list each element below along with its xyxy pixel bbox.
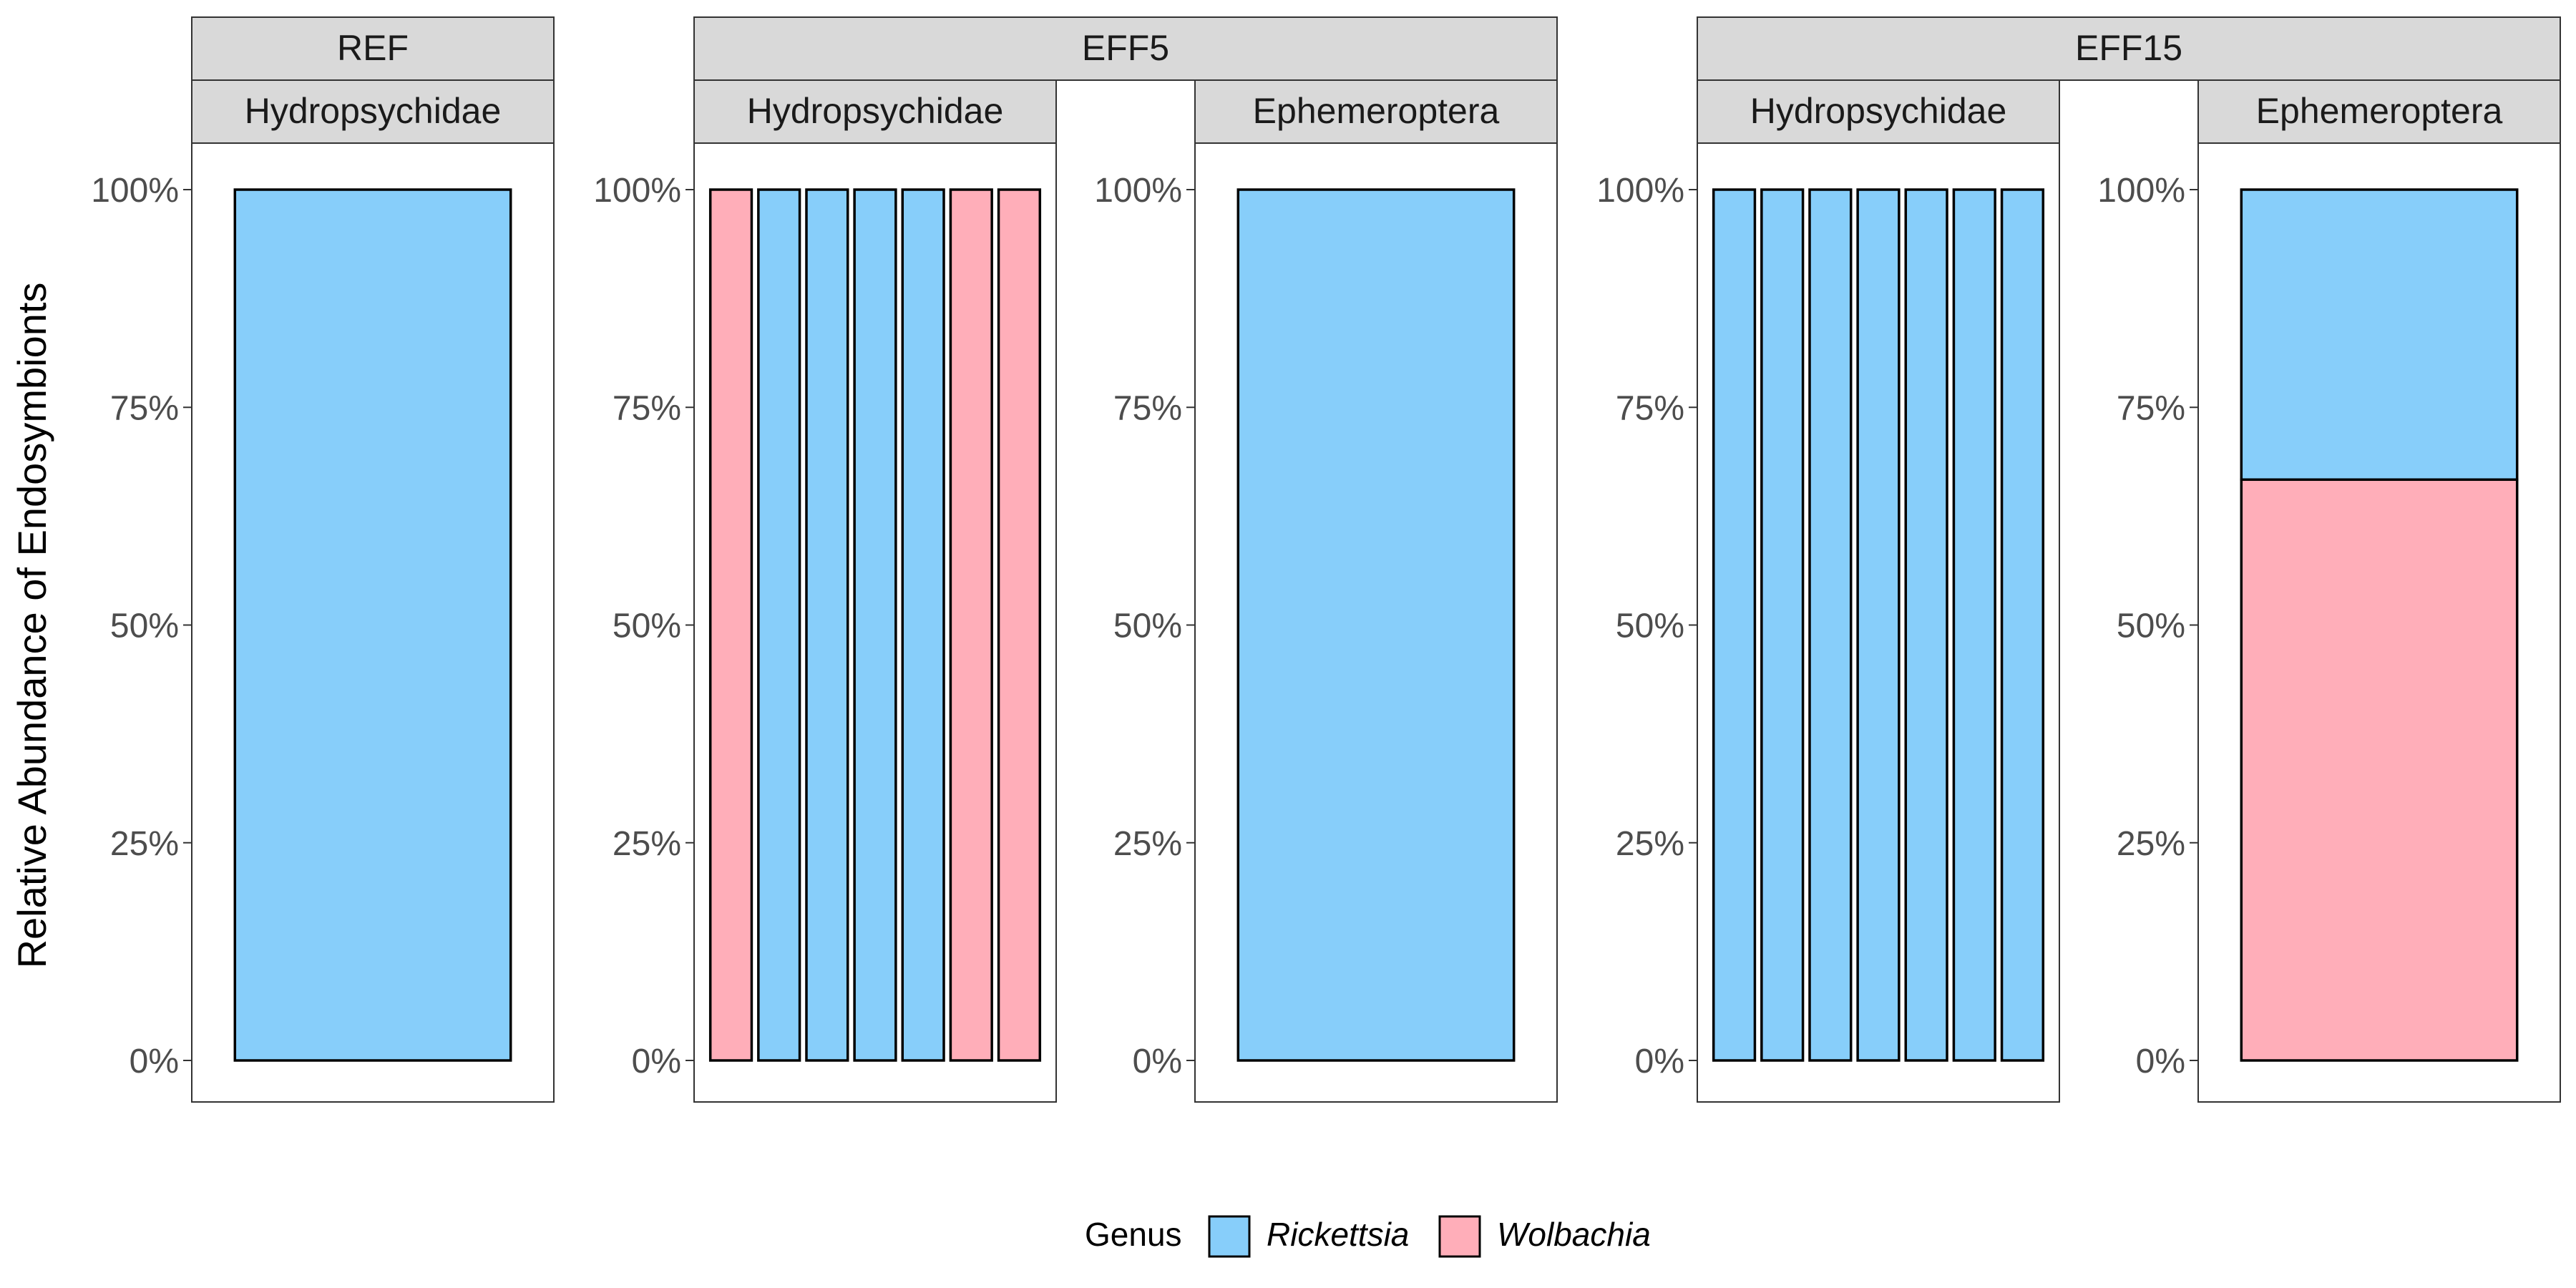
y-tick-label: 25% <box>1113 825 1182 863</box>
panel-strip <box>693 79 1057 144</box>
bar-segment-rickettsia <box>1952 188 1996 1062</box>
y-tick-label: 0% <box>2136 1043 2185 1080</box>
bar-segment-rickettsia <box>805 188 849 1062</box>
bar-segment-rickettsia <box>233 188 512 1062</box>
y-tick-label: 75% <box>613 389 681 427</box>
panel-strip-label: Ephemeroptera <box>1253 91 1500 131</box>
panel-strip-label: Hydropsychidae <box>747 91 1004 131</box>
bar-segment-wolbachia <box>708 188 753 1062</box>
panel-hydropsychidae: Hydropsychidae 0% 25% 50% 75% 100% <box>593 79 1057 1103</box>
group-strip <box>693 16 1558 81</box>
y-tick-label: 25% <box>1616 825 1684 863</box>
panel-strip-label: Ephemeroptera <box>2256 91 2503 131</box>
y-axis-label: Relative Abundance of Endosymbionts <box>9 283 54 969</box>
bar-segment-rickettsia <box>757 188 801 1062</box>
legend: Genus Rickettsia Wolbachia <box>1085 1215 1651 1258</box>
legend-key-rickettsia <box>1208 1215 1251 1258</box>
group-strip-label: EFF5 <box>1082 28 1169 68</box>
y-tick-label: 100% <box>1094 172 1182 210</box>
y-tick-label: 0% <box>632 1043 681 1080</box>
y-tick-label: 0% <box>130 1043 179 1080</box>
y-tick-label: 75% <box>110 389 179 427</box>
facet-group-eff5: EFF5Hydropsychidae0%25%50%75%100%Ephemer… <box>593 16 1558 1103</box>
panel-ephemeroptera: Ephemeroptera 0% 25% 50% 75% 100% <box>2097 79 2561 1103</box>
y-tick-label: 75% <box>1113 389 1182 427</box>
group-strip <box>191 16 555 81</box>
panel-ephemeroptera: Ephemeroptera 0% 25% 50% 75% 100% <box>1094 79 1558 1103</box>
y-tick-label: 25% <box>613 825 681 863</box>
bar-segment-rickettsia <box>2000 188 2045 1062</box>
bar-segment-rickettsia <box>1808 188 1853 1062</box>
bar-segment-rickettsia <box>1760 188 1805 1062</box>
y-tick-label: 100% <box>1596 172 1684 210</box>
panel-strip <box>191 79 555 144</box>
bar-segment-rickettsia <box>1904 188 1948 1062</box>
bar-segment-wolbachia <box>2240 478 2519 1062</box>
y-tick-label: 0% <box>1635 1043 1684 1080</box>
panel-strip-label: Hydropsychidae <box>1750 91 2007 131</box>
group-strip <box>1697 16 2561 81</box>
group-strip-label: EFF15 <box>2075 28 2182 68</box>
y-tick-label: 25% <box>2117 825 2185 863</box>
bar-segment-rickettsia <box>901 188 945 1062</box>
y-tick-label: 100% <box>593 172 681 210</box>
bar-segment-rickettsia <box>853 188 897 1062</box>
y-tick-label: 75% <box>2117 389 2185 427</box>
bar-segment-rickettsia <box>2240 188 2519 482</box>
panels-layer: REF Hydropsychidae 0% 25% 50% 75% 100% EFF5 Hydr… <box>91 16 2561 1103</box>
facet-group-ref: REF Hydropsychidae 0% 25% 50% 75% 100% <box>91 16 555 1103</box>
legend-label-rickettsia: Rickettsia <box>1267 1216 1409 1253</box>
panel-hydropsychidae: Hydropsychidae 0% 25% 50% 75% 100% <box>1596 79 2060 1103</box>
bar-segment-rickettsia <box>1712 188 1757 1062</box>
panel-strip <box>1697 79 2060 144</box>
y-tick-label: 75% <box>1616 389 1684 427</box>
legend-entries: Rickettsia Wolbachia <box>1208 1215 1651 1258</box>
legend-key-wolbachia <box>1438 1215 1481 1258</box>
panel-strip <box>1194 79 1558 144</box>
y-tick-label: 50% <box>1616 608 1684 645</box>
bar-segment-wolbachia <box>997 188 1042 1062</box>
y-tick-label: 50% <box>1113 608 1182 645</box>
bar-segment-rickettsia <box>1236 188 1516 1062</box>
y-tick-label: 50% <box>613 608 681 645</box>
y-tick-label: 100% <box>91 172 179 210</box>
y-tick-label: 0% <box>1133 1043 1182 1080</box>
panel-strip <box>2197 79 2561 144</box>
y-tick-label: 50% <box>110 608 179 645</box>
panel-hydropsychidae: Hydropsychidae 0% 25% 50% 75% 100% <box>91 79 555 1103</box>
legend-label-wolbachia: Wolbachia <box>1497 1216 1651 1253</box>
y-tick-label: 25% <box>110 825 179 863</box>
legend-title: Genus <box>1085 1216 1182 1253</box>
group-strip-label: REF <box>337 28 409 68</box>
bar-segment-wolbachia <box>949 188 993 1062</box>
y-tick-label: 50% <box>2117 608 2185 645</box>
y-tick-label: 100% <box>2097 172 2185 210</box>
panel-strip-label: Hydropsychidae <box>245 91 502 131</box>
bar-segment-rickettsia <box>1856 188 1901 1062</box>
facet-group-eff15: EFF15Hydropsychidae0%25%50%75%100%Epheme… <box>1596 16 2561 1103</box>
